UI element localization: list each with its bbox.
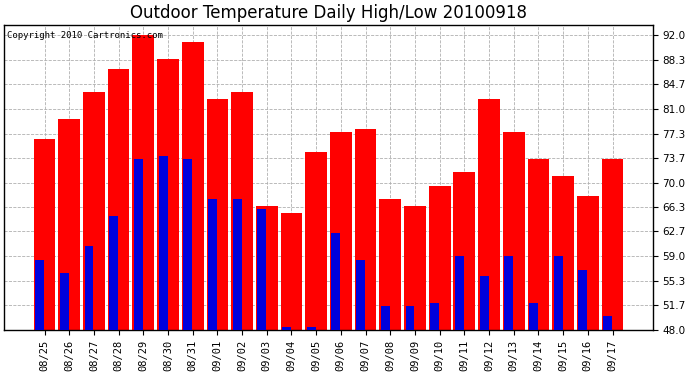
- Bar: [59, 119, 80, 375]
- Bar: [554, 256, 562, 375]
- Bar: [307, 327, 315, 375]
- Bar: [206, 99, 228, 375]
- Bar: [159, 156, 168, 375]
- Bar: [529, 303, 538, 375]
- Bar: [504, 256, 513, 375]
- Bar: [406, 306, 415, 375]
- Bar: [478, 99, 500, 375]
- Bar: [184, 159, 193, 375]
- Bar: [84, 246, 93, 375]
- Bar: [35, 260, 44, 375]
- Bar: [380, 199, 401, 375]
- Bar: [257, 209, 266, 375]
- Bar: [355, 129, 377, 375]
- Bar: [108, 69, 130, 375]
- Bar: [132, 35, 154, 375]
- Bar: [208, 199, 217, 375]
- Bar: [134, 159, 143, 375]
- Bar: [305, 152, 327, 375]
- Bar: [60, 273, 69, 375]
- Text: Copyright 2010 Cartronics.com: Copyright 2010 Cartronics.com: [8, 31, 164, 40]
- Bar: [356, 260, 365, 375]
- Bar: [503, 132, 524, 375]
- Bar: [34, 139, 55, 375]
- Bar: [404, 206, 426, 375]
- Bar: [428, 186, 451, 375]
- Bar: [603, 316, 612, 375]
- Bar: [331, 233, 340, 375]
- Bar: [381, 306, 390, 375]
- Bar: [109, 216, 118, 375]
- Bar: [528, 159, 549, 375]
- Bar: [330, 132, 352, 375]
- Bar: [157, 58, 179, 375]
- Bar: [182, 42, 204, 375]
- Bar: [431, 303, 439, 375]
- Bar: [233, 199, 241, 375]
- Bar: [602, 159, 623, 375]
- Title: Outdoor Temperature Daily High/Low 20100918: Outdoor Temperature Daily High/Low 20100…: [130, 4, 527, 22]
- Bar: [281, 213, 302, 375]
- Bar: [455, 256, 464, 375]
- Bar: [552, 176, 574, 375]
- Bar: [231, 92, 253, 375]
- Bar: [83, 92, 105, 375]
- Bar: [578, 270, 587, 375]
- Bar: [256, 206, 277, 375]
- Bar: [453, 172, 475, 375]
- Bar: [577, 196, 599, 375]
- Bar: [480, 276, 489, 375]
- Bar: [282, 327, 291, 375]
